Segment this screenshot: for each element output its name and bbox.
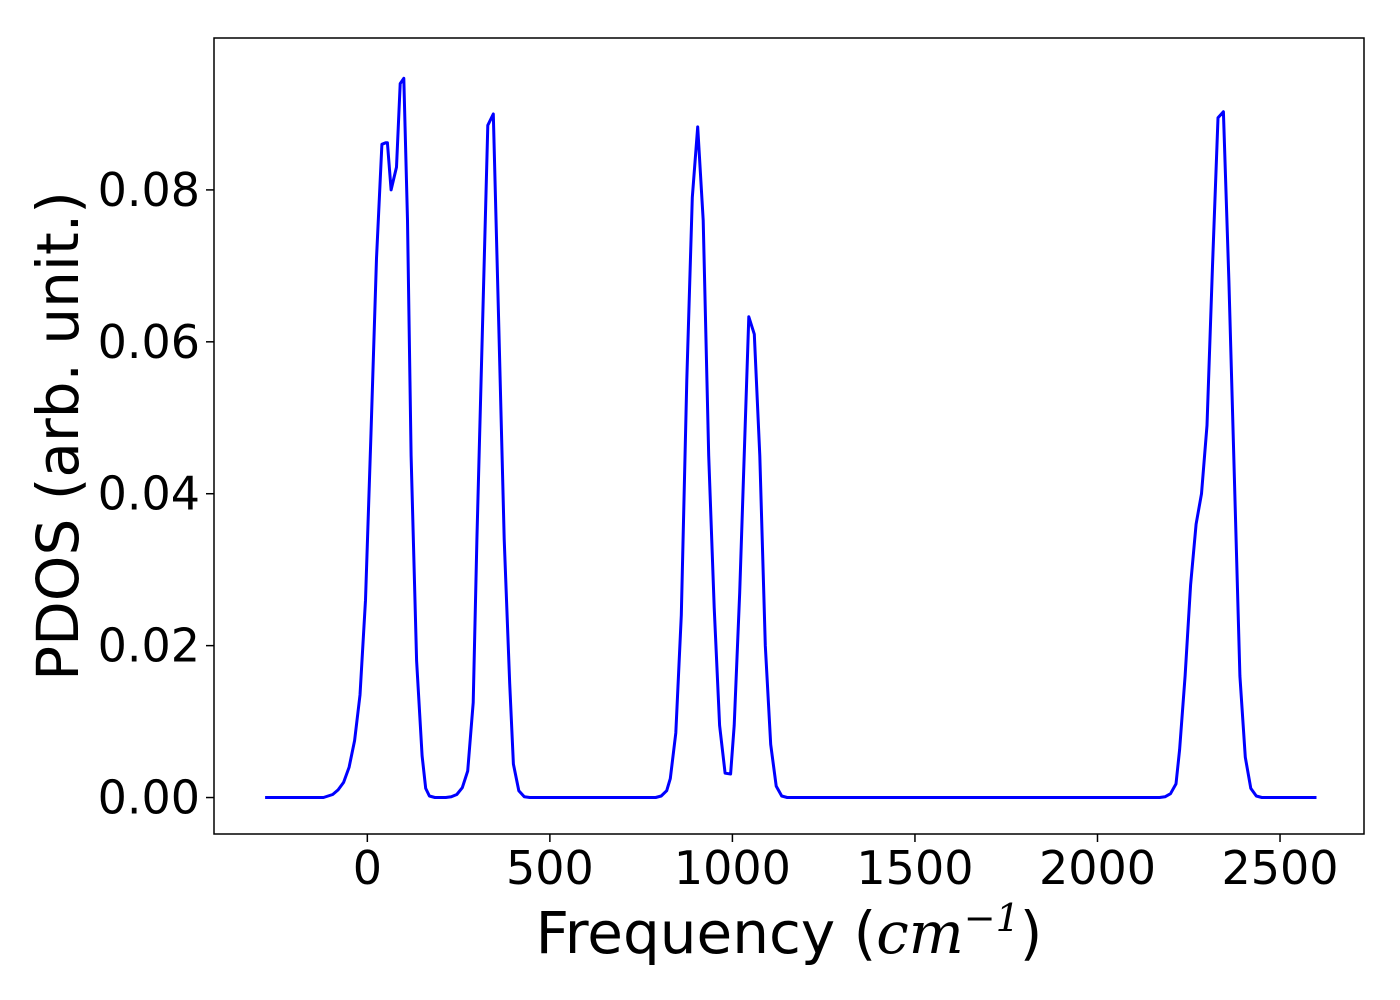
- y-tick-label: 0.06: [98, 315, 200, 369]
- y-tick-label: 0.08: [98, 163, 200, 217]
- x-tick-label: 1000: [674, 841, 791, 895]
- x-axis-unit: cm: [876, 899, 963, 967]
- x-tick-label: 2000: [1039, 841, 1156, 895]
- x-axis-unit-exponent: −1: [964, 896, 1020, 940]
- series-line: [265, 76, 1317, 799]
- x-tick-label: 500: [506, 841, 594, 895]
- y-axis-ticks: 0.00 0.02 0.04 0.06 0.08: [98, 163, 214, 825]
- x-tick-label: 0: [353, 841, 382, 895]
- y-tick-label: 0.02: [98, 619, 200, 673]
- series-layer: [265, 76, 1317, 799]
- y-axis-label: PDOS (arb. unit.): [24, 191, 92, 681]
- y-tick-label: 0.00: [98, 771, 200, 825]
- x-tick-label: 1500: [856, 841, 973, 895]
- y-tick-label: 0.04: [98, 467, 200, 521]
- x-axis-ticks: 0 500 1000 1500 2000 2500: [353, 834, 1339, 895]
- x-tick-label: 2500: [1221, 841, 1338, 895]
- plot-frame: [213, 37, 1365, 835]
- x-axis-label: Frequency (cm−1): [536, 896, 1043, 967]
- x-axis-label-text: Frequency: [536, 899, 836, 967]
